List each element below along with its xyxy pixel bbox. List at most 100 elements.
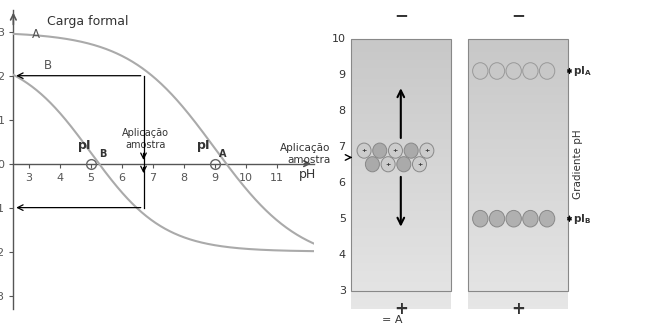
Bar <box>468 214 568 217</box>
Bar <box>468 266 568 268</box>
Bar <box>468 292 568 295</box>
Bar <box>468 165 568 168</box>
Text: Gradiente pH: Gradiente pH <box>572 130 582 200</box>
Bar <box>351 179 451 182</box>
Bar <box>351 279 451 282</box>
Bar <box>468 193 568 195</box>
Bar <box>351 225 451 228</box>
Bar <box>351 63 451 66</box>
Bar <box>468 111 568 114</box>
Bar <box>468 74 568 76</box>
Text: $\bf{pI}$: $\bf{pI}$ <box>77 138 92 154</box>
Bar <box>468 76 568 79</box>
Bar <box>351 212 451 214</box>
Bar <box>351 168 451 171</box>
Bar <box>468 60 568 63</box>
Bar <box>468 79 568 82</box>
Circle shape <box>506 63 522 79</box>
Bar <box>468 138 568 141</box>
Bar <box>351 268 451 271</box>
Bar <box>468 247 568 249</box>
Bar <box>351 274 451 276</box>
Bar <box>351 230 451 233</box>
Bar <box>468 212 568 214</box>
Bar <box>351 47 451 49</box>
Bar <box>468 101 568 103</box>
Bar <box>351 271 451 274</box>
Bar <box>468 114 568 117</box>
Bar <box>351 241 451 244</box>
Bar <box>351 95 451 98</box>
Bar <box>468 268 568 271</box>
Bar <box>351 130 451 133</box>
Bar <box>468 252 568 255</box>
Bar <box>351 138 451 141</box>
Bar <box>351 171 451 174</box>
Bar <box>351 252 451 255</box>
Text: +: + <box>417 162 422 167</box>
Bar <box>351 217 451 220</box>
Bar <box>351 160 451 163</box>
Bar <box>468 282 568 284</box>
Bar <box>468 236 568 239</box>
Bar <box>351 295 451 298</box>
Bar <box>468 239 568 241</box>
Bar <box>351 282 451 284</box>
Bar <box>351 103 451 106</box>
Text: +: + <box>394 300 407 318</box>
Text: 4: 4 <box>339 250 346 260</box>
Text: = A: = A <box>382 315 403 325</box>
Bar <box>351 298 451 301</box>
Bar <box>351 203 451 206</box>
Bar <box>351 185 451 187</box>
Bar <box>468 190 568 193</box>
Circle shape <box>540 210 554 227</box>
Bar <box>351 201 451 203</box>
Bar <box>351 136 451 138</box>
Bar <box>468 150 568 152</box>
Bar <box>351 128 451 130</box>
Bar <box>468 120 568 122</box>
Text: 8: 8 <box>339 106 346 116</box>
Bar <box>351 214 451 217</box>
Bar <box>468 49 568 52</box>
Bar <box>351 101 451 103</box>
Bar <box>468 303 568 306</box>
Bar <box>468 249 568 252</box>
Circle shape <box>363 311 379 325</box>
Bar <box>351 52 451 55</box>
Text: 3: 3 <box>339 286 346 296</box>
Bar <box>468 298 568 301</box>
Bar <box>351 165 451 168</box>
Bar <box>351 49 451 52</box>
Bar <box>351 233 451 236</box>
Text: −: − <box>511 6 524 24</box>
Text: 10: 10 <box>332 33 346 44</box>
Circle shape <box>540 63 554 79</box>
Text: 5: 5 <box>339 214 346 224</box>
Bar <box>351 106 451 109</box>
Circle shape <box>357 143 371 158</box>
Text: $\bf{B}$: $\bf{B}$ <box>99 147 108 159</box>
Bar <box>351 109 451 111</box>
Bar <box>351 263 451 266</box>
Bar <box>351 306 451 309</box>
Bar <box>351 222 451 225</box>
Bar <box>468 125 568 128</box>
Bar <box>468 284 568 287</box>
Bar <box>351 58 451 60</box>
Bar <box>351 111 451 114</box>
Circle shape <box>523 63 538 79</box>
Bar <box>468 182 568 185</box>
Bar <box>351 276 451 279</box>
Bar <box>468 103 568 106</box>
Bar <box>468 58 568 60</box>
Bar <box>351 120 451 122</box>
Circle shape <box>489 210 505 227</box>
Bar <box>351 79 451 82</box>
Circle shape <box>489 63 505 79</box>
Bar <box>468 209 568 212</box>
Bar <box>351 74 451 76</box>
Text: $\mathbf{pI}_\mathbf{B}$: $\mathbf{pI}_\mathbf{B}$ <box>573 212 592 226</box>
Bar <box>351 144 451 147</box>
